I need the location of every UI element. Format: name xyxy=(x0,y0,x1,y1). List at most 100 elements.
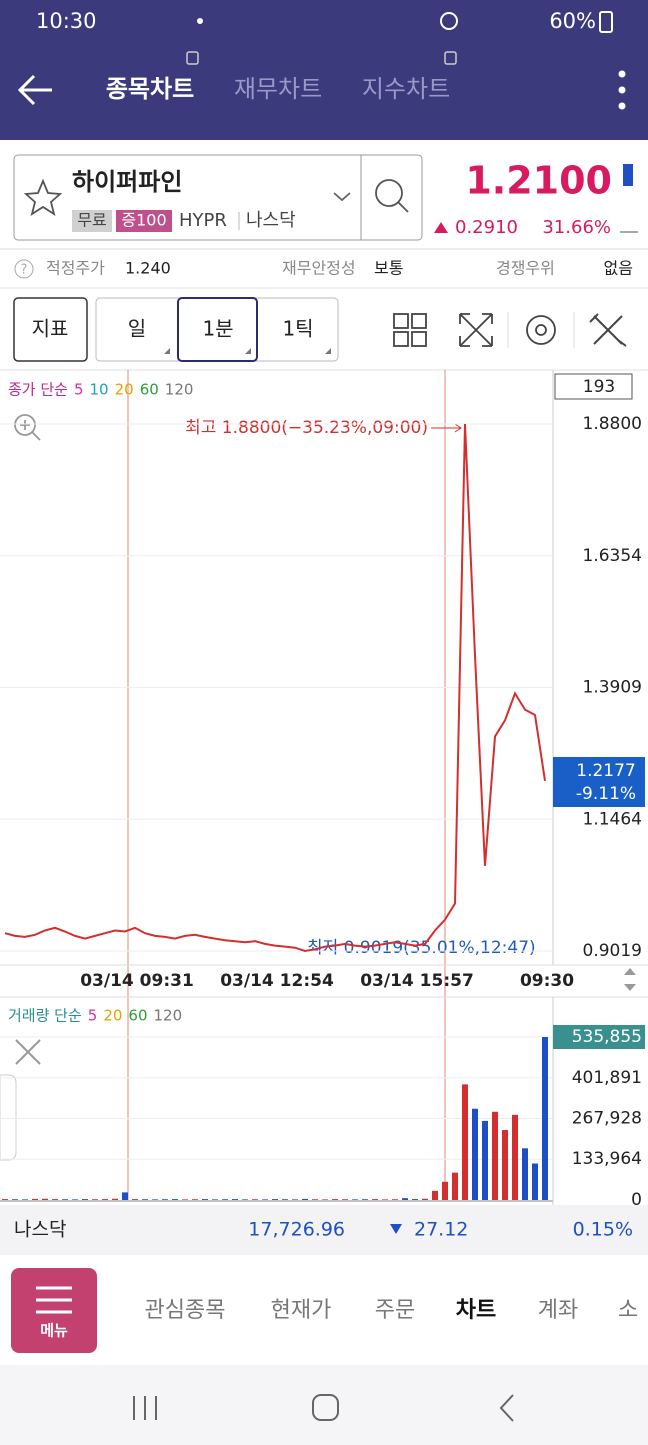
info-label: 경쟁우위 xyxy=(496,259,555,278)
volume-bar xyxy=(352,1199,358,1200)
ticker: HYPR xyxy=(179,210,227,231)
favorite-star[interactable] xyxy=(23,178,63,216)
volume-bar xyxy=(442,1181,448,1200)
volume-bar xyxy=(142,1199,148,1200)
back-system-button[interactable] xyxy=(499,1394,514,1422)
home-button[interactable] xyxy=(312,1394,339,1421)
nav-item[interactable]: 관심종목 xyxy=(145,1298,226,1323)
dropdown[interactable] xyxy=(333,192,351,202)
price-line xyxy=(4,423,546,953)
tools-icon[interactable] xyxy=(589,313,627,347)
nav-item[interactable]: 계좌 xyxy=(538,1298,578,1323)
volume-bar xyxy=(342,1199,348,1200)
y-tick-label: 267,928 xyxy=(572,1108,642,1128)
down-arrow xyxy=(390,1224,402,1234)
exchange: 나스닥 xyxy=(246,210,296,231)
badge: 증100 xyxy=(121,211,166,230)
volume-bar xyxy=(42,1198,48,1200)
search-icon[interactable] xyxy=(375,179,403,207)
tab-active[interactable]: 종목차트 xyxy=(106,75,194,103)
y-tick-label: 401,891 xyxy=(572,1068,642,1088)
fullscreen-icon[interactable] xyxy=(459,313,493,347)
help-icon[interactable] xyxy=(14,259,34,279)
index-name: 나스닥 xyxy=(14,1219,66,1241)
info-label: 재무안정성 xyxy=(282,259,356,278)
zoom-in[interactable] xyxy=(14,414,36,436)
volume-bar xyxy=(212,1199,218,1200)
settings-icon[interactable] xyxy=(526,315,556,345)
stock-name: 하이퍼파인 xyxy=(72,168,182,196)
volume-bar xyxy=(72,1199,78,1200)
x-tick-label: 03/14 15:57 xyxy=(360,971,474,991)
volume-bar xyxy=(172,1199,178,1200)
y-tick-label: 1.8800 xyxy=(583,414,642,434)
header-bg xyxy=(0,0,648,140)
battery-text: 60% xyxy=(549,9,596,33)
period-button[interactable]: 1틱 xyxy=(282,317,313,341)
corner-marks xyxy=(164,348,331,354)
info-value: 없음 xyxy=(604,259,633,278)
volume-bar xyxy=(152,1199,158,1200)
badge: 무료 xyxy=(77,211,106,230)
tab-badge xyxy=(444,51,457,65)
y-tick-label: 133,964 xyxy=(572,1149,642,1169)
volume-bar xyxy=(492,1111,498,1200)
status-time: 10:30 xyxy=(36,9,97,33)
tab[interactable]: 재무차트 xyxy=(234,75,322,103)
layout-icon[interactable] xyxy=(393,313,427,347)
nav-item[interactable]: 현재가 xyxy=(271,1298,332,1323)
index-bar xyxy=(0,1205,648,1255)
volume-bar xyxy=(402,1198,408,1200)
period-button[interactable]: 1분 xyxy=(202,317,233,341)
nav-item[interactable]: 주문 xyxy=(375,1298,415,1323)
nav-item[interactable]: 소 xyxy=(618,1298,638,1323)
legend-item: 120 xyxy=(154,1007,183,1025)
legend-label: 거래량 단순 xyxy=(8,1007,82,1025)
scroll-arrows[interactable] xyxy=(624,968,636,991)
more-menu[interactable] xyxy=(618,70,626,110)
back-button[interactable] xyxy=(17,74,52,106)
button-label: 지표 xyxy=(32,317,69,341)
volume-bar xyxy=(62,1199,68,1200)
search-icon-handle xyxy=(397,201,409,213)
volume-bar xyxy=(82,1199,88,1200)
side-handle[interactable] xyxy=(0,1074,17,1161)
volume-bar xyxy=(2,1199,8,1200)
period-selected[interactable] xyxy=(177,297,258,362)
volume-bar xyxy=(102,1199,108,1200)
volume-bar xyxy=(542,1037,548,1200)
volume-bar xyxy=(112,1198,118,1200)
y-tick-label: 1.1464 xyxy=(583,809,642,829)
tab[interactable]: 지수차트 xyxy=(362,75,450,103)
last-change: -9.11% xyxy=(576,784,636,804)
period-button[interactable]: 일 xyxy=(128,317,146,341)
max-tag xyxy=(553,1025,645,1049)
price-change: 0.2910 xyxy=(455,217,518,238)
low-annotation: 최저 0.9019(35.01%,12:47) xyxy=(307,938,536,958)
info-label: 적정주가 xyxy=(46,259,105,278)
legend-item: 120 xyxy=(165,381,194,399)
recents-button[interactable] xyxy=(133,1396,157,1420)
index-change-pct: 0.15% xyxy=(573,1219,633,1241)
price: 1.2100 xyxy=(465,159,612,203)
volume-bar xyxy=(322,1199,328,1200)
help-mark: ? xyxy=(21,263,28,278)
indicator-button[interactable] xyxy=(13,297,88,362)
y-tick-label: 1.3909 xyxy=(583,678,642,698)
volume-bar xyxy=(92,1199,98,1200)
nav-item-active[interactable]: 차트 xyxy=(456,1298,496,1323)
volume-bar xyxy=(162,1199,168,1200)
close-volume[interactable] xyxy=(15,1039,41,1065)
volume-bar xyxy=(22,1199,28,1200)
index-value: 17,726.96 xyxy=(248,1219,345,1241)
volume-bar xyxy=(262,1199,268,1200)
info-value: 보통 xyxy=(374,259,403,278)
volume-bar xyxy=(312,1199,318,1200)
y-tick-label: 535,855 xyxy=(572,1027,642,1047)
x-tick-label: 03/14 12:54 xyxy=(220,971,334,991)
volume-bar xyxy=(132,1199,138,1200)
info-value: 1.240 xyxy=(125,259,171,278)
volume-bar xyxy=(422,1198,428,1200)
volume-bar xyxy=(192,1199,198,1200)
